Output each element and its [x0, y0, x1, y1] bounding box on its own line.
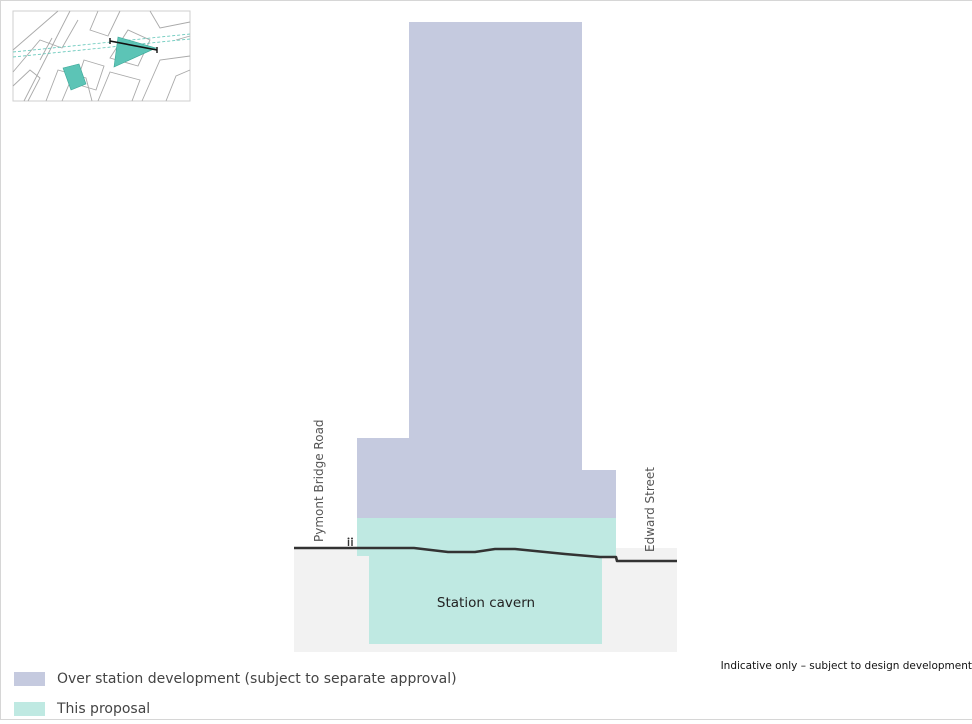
street-label-left: Pymont Bridge Road — [312, 419, 326, 542]
station-cavern — [369, 548, 602, 644]
over-station-development — [357, 22, 616, 518]
section-diagram: Pymont Bridge Road Edward Street Station… — [12, 10, 677, 652]
disclaimer-note: Indicative only – subject to design deve… — [720, 660, 972, 672]
legend-swatch-over-station — [14, 672, 45, 686]
ground-line — [294, 546, 677, 563]
legend-label: Over station development (subject to sep… — [57, 671, 457, 687]
legend-item-proposal: This proposal — [14, 694, 457, 724]
legend-item-over-station: Over station development (subject to sep… — [14, 664, 457, 694]
legend-swatch-proposal — [14, 702, 45, 716]
site-key-map — [12, 10, 191, 102]
keymap-section-line — [109, 40, 158, 51]
keymap-site-south — [62, 63, 87, 91]
street-label-right: Edward Street — [643, 467, 657, 552]
pedestrians-icon — [347, 537, 353, 546]
legend-label: This proposal — [57, 701, 151, 717]
legend: Over station development (subject to sep… — [14, 664, 457, 724]
cavern-label: Station cavern — [437, 595, 535, 611]
